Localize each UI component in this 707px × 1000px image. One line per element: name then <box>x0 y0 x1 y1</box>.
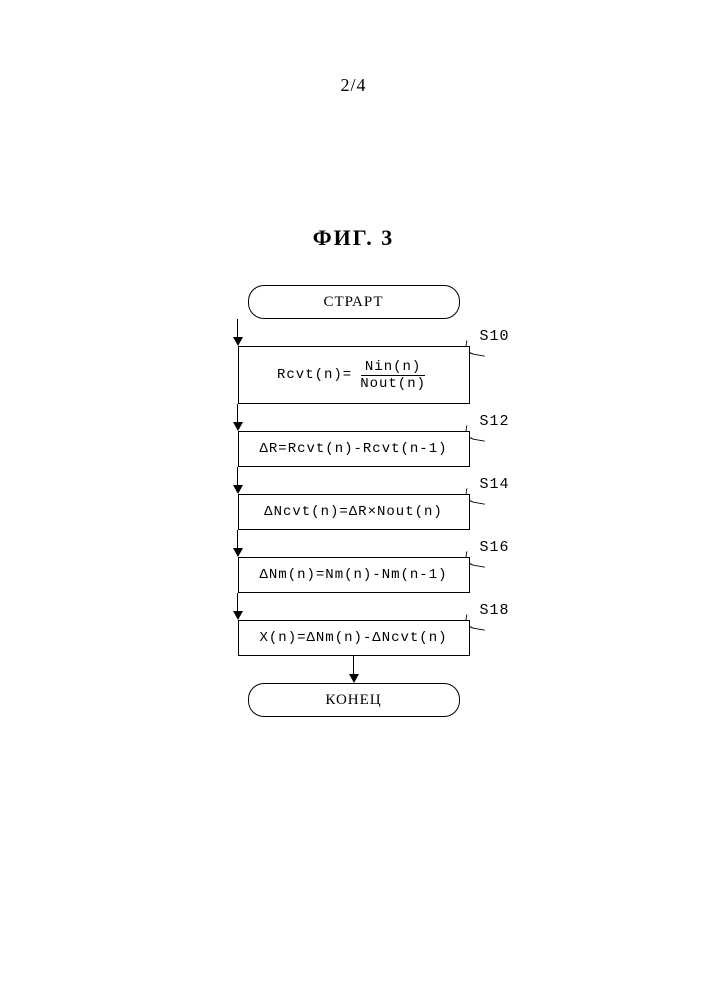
fraction-numerator: Nin(n) <box>361 360 425 376</box>
arrow-line <box>237 467 239 485</box>
flow-step: S16ΔNm(n)=Nm(n)-Nm(n-1) <box>238 557 470 593</box>
flowchart-steps: S10Rcvt(n)=Nin(n)Nout(n)S12ΔR=Rcvt(n)-Rc… <box>238 319 470 656</box>
arrow-line <box>237 593 239 611</box>
terminal-start-label: СТРАРТ <box>323 294 383 311</box>
arrow-line <box>237 530 239 548</box>
equation-text: ΔNcvt(n)=ΔR×Nout(n) <box>264 504 443 520</box>
equation-text: ΔR=Rcvt(n)-Rcvt(n-1) <box>259 441 447 457</box>
process-box: ΔNm(n)=Nm(n)-Nm(n-1) <box>238 557 470 593</box>
figure-title: ФИГ. 3 <box>0 225 707 251</box>
process-box: X(n)=ΔNm(n)-ΔNcvt(n) <box>238 620 470 656</box>
equation-text: X(n)=ΔNm(n)-ΔNcvt(n) <box>259 630 447 646</box>
arrow-head-icon <box>233 611 243 620</box>
flow-step: S14ΔNcvt(n)=ΔR×Nout(n) <box>238 494 470 530</box>
flow-step: S10Rcvt(n)=Nin(n)Nout(n) <box>238 346 470 404</box>
arrow-line <box>353 656 355 674</box>
arrow-line <box>237 404 239 422</box>
process-box: ΔR=Rcvt(n)-Rcvt(n-1) <box>238 431 470 467</box>
process-box: Rcvt(n)=Nin(n)Nout(n) <box>238 346 470 404</box>
arrow-head-icon <box>233 422 243 431</box>
terminal-end-label: КОНЕЦ <box>325 692 381 709</box>
arrow-head-icon <box>233 485 243 494</box>
fraction: Nin(n)Nout(n) <box>356 360 430 391</box>
arrow-head-icon <box>233 337 243 346</box>
equation-lhs: Rcvt(n)= <box>277 367 352 383</box>
arrow-line <box>237 319 239 337</box>
terminal-start: СТРАРТ <box>248 285 460 319</box>
flow-step: S12ΔR=Rcvt(n)-Rcvt(n-1) <box>238 431 470 467</box>
equation: Rcvt(n)=Nin(n)Nout(n) <box>277 360 430 391</box>
flow-step: S18X(n)=ΔNm(n)-ΔNcvt(n) <box>238 620 470 656</box>
arrow-head-icon <box>349 674 359 683</box>
equation-text: ΔNm(n)=Nm(n)-Nm(n-1) <box>259 567 447 583</box>
flowchart: СТРАРТ S10Rcvt(n)=Nin(n)Nout(n)S12ΔR=Rcv… <box>0 285 707 717</box>
fraction-denominator: Nout(n) <box>356 376 430 391</box>
process-box: ΔNcvt(n)=ΔR×Nout(n) <box>238 494 470 530</box>
arrow-head-icon <box>233 548 243 557</box>
page: 2/4 ФИГ. 3 СТРАРТ S10Rcvt(n)=Nin(n)Nout(… <box>0 0 707 1000</box>
page-number: 2/4 <box>0 75 707 96</box>
terminal-end: КОНЕЦ <box>248 683 460 717</box>
